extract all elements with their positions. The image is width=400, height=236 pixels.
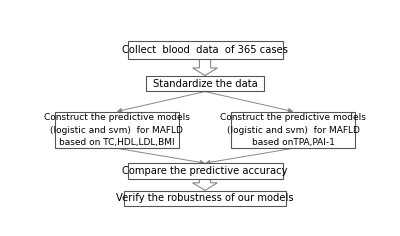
Text: Compare the predictive accuracy: Compare the predictive accuracy	[122, 166, 288, 176]
Text: Standardize the data: Standardize the data	[153, 79, 257, 89]
FancyBboxPatch shape	[128, 163, 282, 179]
Text: Construct the predictive models
(logistic and svm)  for MAFLD
based on TC,HDL,LD: Construct the predictive models (logisti…	[44, 113, 190, 147]
FancyBboxPatch shape	[128, 42, 282, 59]
Polygon shape	[193, 59, 218, 76]
Text: Verify the robustness of our models: Verify the robustness of our models	[116, 193, 294, 203]
FancyBboxPatch shape	[146, 76, 264, 92]
Text: Construct the predictive models
(logistic and svm)  for MAFLD
based onTPA,PAI‑1: Construct the predictive models (logisti…	[220, 113, 366, 147]
FancyBboxPatch shape	[231, 112, 355, 148]
Text: Collect  blood  data  of 365 cases: Collect blood data of 365 cases	[122, 45, 288, 55]
Polygon shape	[193, 179, 218, 190]
FancyBboxPatch shape	[124, 190, 286, 206]
FancyBboxPatch shape	[55, 112, 179, 148]
